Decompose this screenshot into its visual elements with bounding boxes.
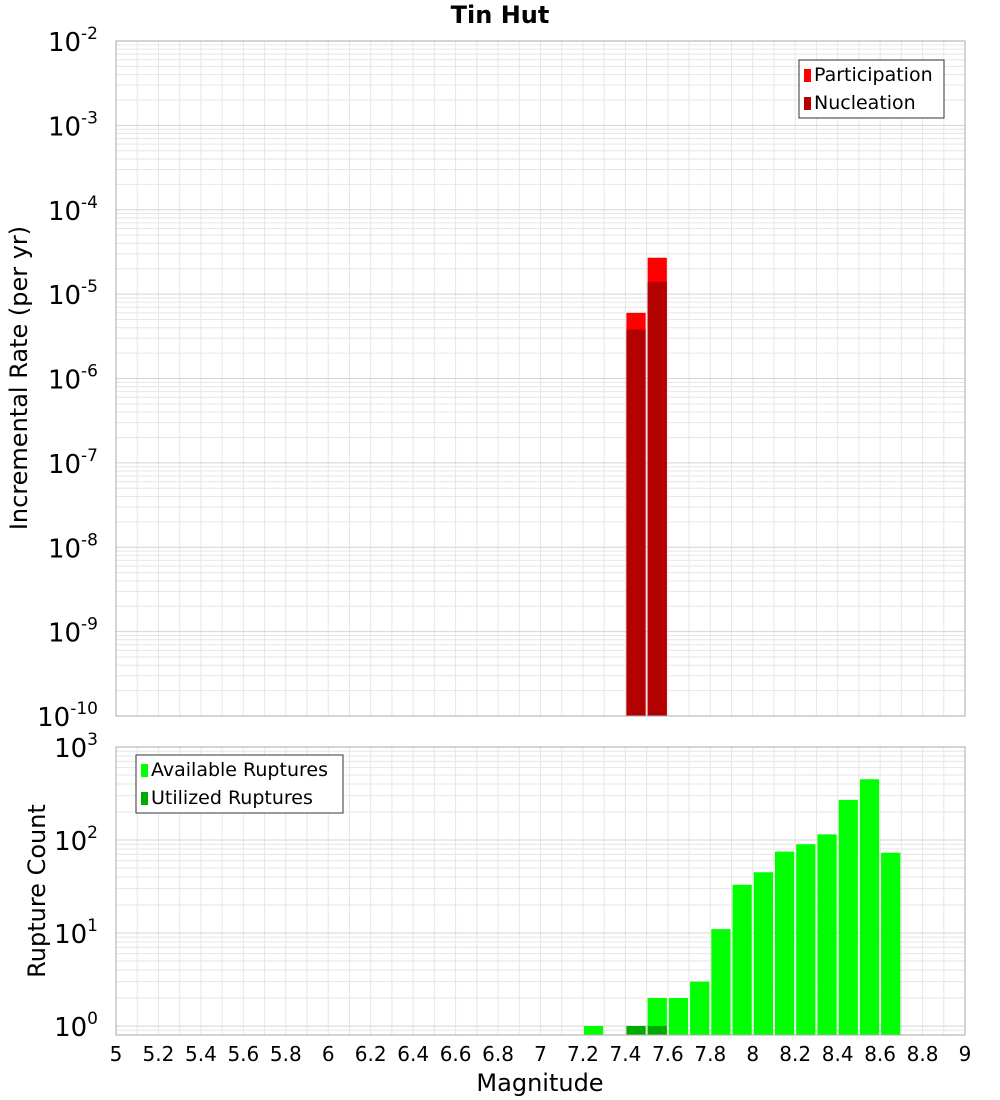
x-tick-label: 7.6: [652, 1042, 684, 1066]
count-bar-available-ruptures: [774, 851, 795, 1035]
y-tick-label: 10-4: [48, 193, 98, 227]
y-tick-base: 10: [54, 1013, 87, 1043]
legend-swatch: [804, 69, 811, 82]
y-tick-base: 10: [48, 197, 81, 227]
count-bar-available-ruptures: [838, 799, 858, 1035]
y-tick-exponent: -6: [81, 362, 98, 382]
count-bar-available-ruptures: [881, 852, 901, 1035]
y-tick-exponent: -10: [70, 699, 98, 719]
y-tick-exponent: 3: [87, 730, 98, 750]
x-tick-label: 7.4: [609, 1042, 641, 1066]
y-tick-exponent: -5: [81, 277, 98, 297]
y-tick-base: 10: [48, 112, 81, 142]
y-tick-base: 10: [54, 734, 87, 764]
count-bar-available-ruptures: [690, 981, 710, 1035]
count-bar-available-ruptures: [647, 997, 667, 1035]
x-tick-label: 6.8: [482, 1042, 514, 1066]
x-tick-label: 8.2: [779, 1042, 811, 1066]
y-axis-label: Incremental Rate (per yr): [5, 226, 33, 530]
y-tick-base: 10: [48, 450, 81, 480]
chart-title: Tin Hut: [451, 1, 550, 29]
plot-frame: [115, 746, 966, 1036]
y-tick-label: 10-8: [48, 530, 98, 564]
legend-label: Participation: [814, 64, 933, 86]
y-tick-exponent: -8: [81, 530, 98, 550]
x-tick-label: 6: [322, 1042, 335, 1066]
y-tick-label: 10-9: [48, 615, 98, 649]
y-tick-label: 10-10: [37, 699, 98, 733]
legend-swatch: [804, 97, 811, 110]
y-tick-label: 103: [54, 730, 98, 764]
y-tick-base: 10: [48, 534, 81, 564]
y-tick-base: 10: [37, 703, 70, 733]
x-tick-label: 5.4: [185, 1042, 217, 1066]
y-tick-label: 10-7: [48, 446, 98, 480]
y-tick-exponent: 0: [87, 1009, 98, 1029]
y-tick-label: 102: [54, 823, 98, 857]
rate-bar-nucleation: [626, 329, 646, 716]
x-tick-label: 6.6: [440, 1042, 472, 1066]
y-tick-exponent: -2: [81, 24, 98, 44]
x-tick-label: 7.8: [694, 1042, 726, 1066]
y-tick-base: 10: [48, 619, 81, 649]
count-bar-available-ruptures: [859, 779, 880, 1035]
rate-bar-nucleation: [647, 281, 667, 716]
x-tick-label: 5.8: [270, 1042, 302, 1066]
x-tick-label: 5: [110, 1042, 123, 1066]
y-tick-label: 101: [54, 916, 98, 950]
legend-swatch: [141, 764, 148, 777]
x-tick-label: 6.2: [355, 1042, 387, 1066]
legend: Available Ruptures Utilized Ruptures: [135, 754, 344, 814]
y-tick-base: 10: [48, 366, 81, 396]
x-tick-label: 9: [959, 1042, 972, 1066]
count-bar-available-ruptures: [711, 929, 731, 1035]
x-tick-label: 6.4: [397, 1042, 429, 1066]
y-tick-label: 10-6: [48, 362, 98, 396]
y-tick-exponent: 2: [87, 823, 98, 843]
y-tick-exponent: -7: [81, 446, 98, 466]
x-tick-label: 8.6: [864, 1042, 896, 1066]
x-tick-label: 5.6: [227, 1042, 259, 1066]
count-bar-available-ruptures: [668, 997, 689, 1035]
legend-label: Available Ruptures: [151, 759, 328, 781]
x-tick-label: 7.2: [567, 1042, 599, 1066]
x-axis-label: Magnitude: [476, 1069, 603, 1097]
x-tick-label: 7: [534, 1042, 547, 1066]
count-bar-available-ruptures: [583, 1025, 604, 1035]
y-tick-exponent: -4: [81, 193, 98, 213]
count-bar-available-ruptures: [753, 872, 773, 1035]
x-tick-label: 8: [746, 1042, 759, 1066]
x-tick-label: 8.4: [822, 1042, 854, 1066]
y-tick-base: 10: [48, 281, 81, 311]
x-tick-label: 8.8: [907, 1042, 939, 1066]
count-bar-available-ruptures: [817, 834, 837, 1035]
legend-box: [798, 59, 945, 119]
y-tick-label: 10-2: [48, 24, 98, 58]
legend-swatch: [141, 792, 148, 805]
y-tick-base: 10: [54, 920, 87, 950]
count-bar-available-ruptures: [732, 884, 752, 1035]
y-tick-label: 10-3: [48, 108, 98, 142]
y-tick-label: 100: [54, 1009, 98, 1043]
legend-box: [135, 754, 344, 814]
legend-label: Nucleation: [814, 92, 916, 114]
y-tick-base: 10: [54, 827, 87, 857]
y-tick-base: 10: [48, 28, 81, 58]
y-tick-exponent: -3: [81, 108, 98, 128]
top-panel: 10-210-310-410-510-610-710-810-910-10Inc…: [5, 24, 966, 733]
x-tick-label: 5.2: [143, 1042, 175, 1066]
y-tick-exponent: 1: [87, 916, 98, 936]
count-bar-available-ruptures: [796, 844, 816, 1035]
count-bar-utilized-ruptures: [647, 1025, 667, 1035]
plot-frame: [115, 40, 966, 717]
y-tick-exponent: -9: [81, 615, 98, 635]
legend: Participation Nucleation: [798, 59, 945, 119]
legend-label: Utilized Ruptures: [151, 787, 313, 809]
y-tick-label: 10-5: [48, 277, 98, 311]
y-axis-label: Rupture Count: [23, 804, 51, 978]
count-bar-utilized-ruptures: [626, 1025, 646, 1035]
